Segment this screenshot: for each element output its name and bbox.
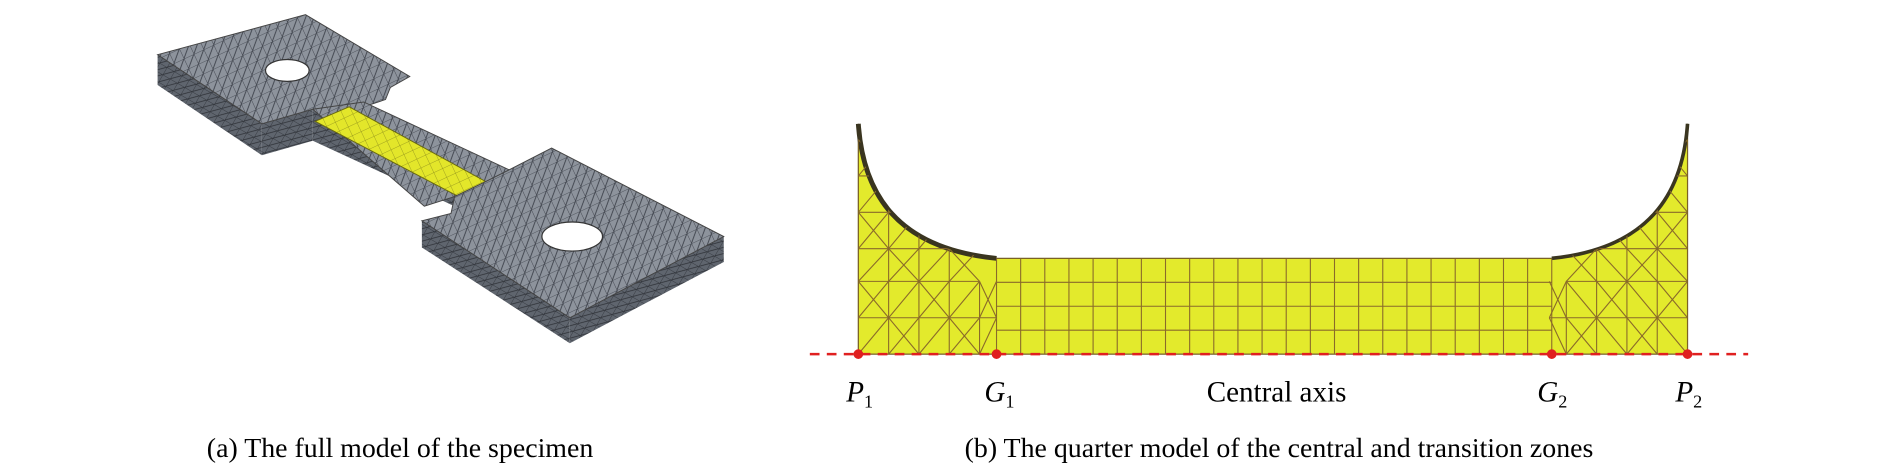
mesh-line [918, 248, 950, 282]
mesh-line [888, 281, 920, 319]
plate-side [157, 54, 262, 156]
full-model [156, 14, 725, 344]
mesh-line [888, 317, 920, 355]
axis-label: Central axis [1207, 376, 1347, 408]
mesh-line [1626, 248, 1658, 282]
point-label: P1 [845, 376, 873, 411]
point-letter: P [845, 376, 864, 408]
mesh-line [979, 281, 998, 318]
mesh-line [888, 248, 920, 282]
mesh-line [858, 317, 890, 355]
mesh-line [948, 317, 980, 355]
point-subscript: 2 [1693, 391, 1702, 411]
mesh-line [979, 317, 998, 355]
point-marker [1546, 349, 1557, 359]
point-subscript: 1 [864, 391, 873, 411]
point-marker [853, 349, 864, 359]
point-label: P2 [1674, 376, 1702, 411]
edge-shade [1551, 123, 1690, 261]
mesh-line [1565, 317, 1598, 355]
mesh-line [858, 248, 890, 282]
mesh-line [918, 281, 950, 319]
plate-side [421, 220, 570, 344]
mesh-line [1656, 248, 1688, 282]
mesh-line [1596, 248, 1628, 282]
mesh-line [1548, 317, 1567, 355]
point-label: G2 [1537, 376, 1567, 411]
point-marker [991, 349, 1002, 359]
point-marker [1682, 349, 1693, 359]
mesh-body [857, 123, 1689, 355]
edge-shade [855, 123, 997, 261]
mesh-line [1656, 317, 1688, 355]
point-subscript: 2 [1558, 391, 1567, 411]
quarter-model: P1 G1 G2 P2 Central axis [809, 123, 1749, 411]
mesh-line [948, 281, 980, 319]
point-letter: P [1674, 376, 1693, 408]
mesh-line [1565, 248, 1598, 282]
mesh-line [1626, 175, 1658, 213]
point-label: G1 [984, 376, 1014, 411]
mesh-line [1626, 175, 1658, 213]
mesh-line [1656, 211, 1688, 250]
mesh-line [1548, 281, 1567, 318]
mesh-line [1626, 317, 1658, 355]
hole [264, 58, 310, 82]
point-letter: G [1537, 376, 1558, 408]
mesh-line [1565, 281, 1598, 319]
mesh-line [918, 317, 950, 355]
point-letter: G [984, 376, 1005, 408]
mesh-line [1596, 281, 1628, 319]
mesh-line [1626, 281, 1658, 319]
mesh-line [858, 211, 890, 250]
caption: (b) The quarter model of the central and… [965, 433, 1594, 464]
mesh-line [858, 281, 890, 319]
point-subscript: 1 [1005, 391, 1014, 411]
plate-side [569, 236, 724, 344]
mesh-line [888, 175, 920, 213]
plate-side [261, 109, 313, 156]
mesh-line [1596, 317, 1628, 355]
caption: (a) The full model of the specimen [207, 433, 594, 464]
mesh-line [888, 175, 920, 213]
mesh-line [948, 248, 980, 282]
mesh-line [1656, 281, 1688, 319]
hole [541, 221, 604, 252]
